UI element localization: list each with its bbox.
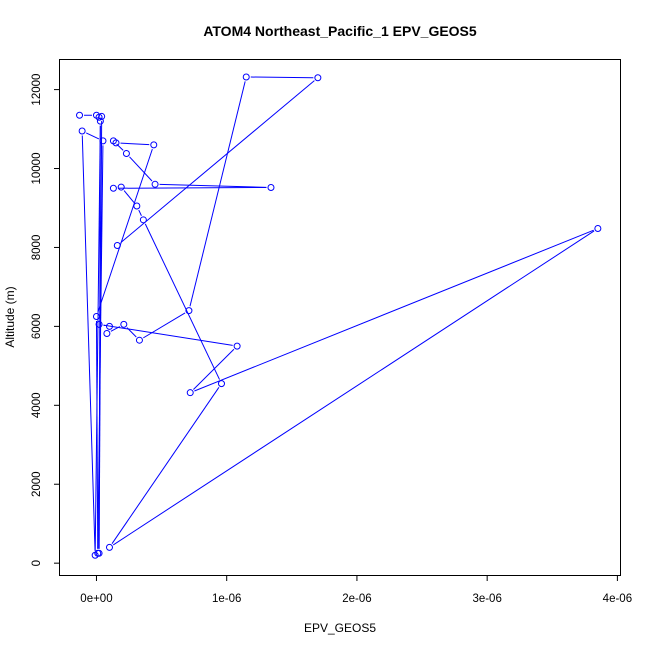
y-tick-label: 6000 <box>31 314 43 340</box>
data-point <box>185 307 193 315</box>
data-point <box>122 150 130 158</box>
data-point <box>98 112 106 120</box>
data-point <box>109 137 117 145</box>
data-point <box>113 241 121 249</box>
chart-title: ATOM4 Northeast_Pacific_1 EPV_GEOS5 <box>203 23 477 39</box>
series-segment <box>193 348 235 390</box>
series-segment <box>112 230 595 546</box>
data-point <box>120 320 128 328</box>
series-segment <box>129 156 153 182</box>
data-point <box>267 183 275 191</box>
series-segment <box>97 148 153 313</box>
data-point <box>186 389 194 397</box>
series-segment <box>143 312 186 339</box>
y-tick-label: 4000 <box>31 393 43 419</box>
data-point <box>105 322 113 330</box>
data-point <box>135 336 143 344</box>
data-point <box>139 216 147 224</box>
series-segment <box>189 81 246 307</box>
data-point <box>105 543 113 551</box>
data-point <box>242 73 250 81</box>
series-segment <box>126 327 137 338</box>
y-tick-label: 0 <box>31 560 43 566</box>
y-tick-label: 12000 <box>31 74 43 106</box>
series-segment <box>120 142 150 146</box>
series-segment <box>159 183 267 188</box>
series-segment <box>120 80 315 243</box>
x-tick-label: 3e-06 <box>472 593 501 605</box>
data-point <box>233 342 241 350</box>
data-point <box>151 180 159 188</box>
series-segment <box>98 125 101 549</box>
data-point <box>314 74 322 82</box>
data-point <box>133 202 141 210</box>
x-tick-label: 0e+00 <box>80 593 112 605</box>
data-points <box>76 73 602 559</box>
data-point <box>95 320 103 328</box>
x-axis: 0e+00 1e-06 2e-06 3e-06 4e-06 <box>80 575 632 605</box>
data-point <box>594 225 602 233</box>
series-segment <box>94 125 101 551</box>
x-tick-label: 4e-06 <box>603 593 632 605</box>
x-axis-label: EPV_GEOS5 <box>304 621 376 635</box>
y-tick-label: 8000 <box>31 235 43 261</box>
data-point <box>96 117 104 125</box>
series-segment <box>250 76 314 79</box>
data-point <box>76 111 84 119</box>
series-segment <box>117 186 267 189</box>
y-tick-label: 2000 <box>31 471 43 497</box>
series-segment <box>144 223 221 380</box>
data-point <box>94 549 102 557</box>
series-segment <box>138 209 142 216</box>
y-axis: 0 2000 4000 6000 8000 10000 12000 <box>31 74 60 566</box>
data-point <box>99 137 107 145</box>
data-point <box>109 184 117 192</box>
series-segment <box>123 190 135 203</box>
series-segment <box>97 145 104 549</box>
data-point <box>78 127 86 135</box>
series-segment <box>110 326 121 332</box>
series-segment <box>103 324 233 346</box>
data-point <box>150 141 158 149</box>
data-point <box>103 329 111 337</box>
data-point <box>92 313 100 321</box>
series-segment <box>81 135 96 551</box>
data-point <box>217 380 225 388</box>
series-segment <box>85 132 100 140</box>
data-point <box>117 183 125 191</box>
y-axis-label: Altitude (m) <box>3 286 17 347</box>
series-line <box>81 76 595 551</box>
x-tick-label: 1e-06 <box>212 593 241 605</box>
series-segment <box>111 387 220 544</box>
x-tick-label: 2e-06 <box>342 593 371 605</box>
series-segment <box>194 229 594 392</box>
series-segment <box>95 321 99 549</box>
y-tick-label: 10000 <box>31 153 43 185</box>
